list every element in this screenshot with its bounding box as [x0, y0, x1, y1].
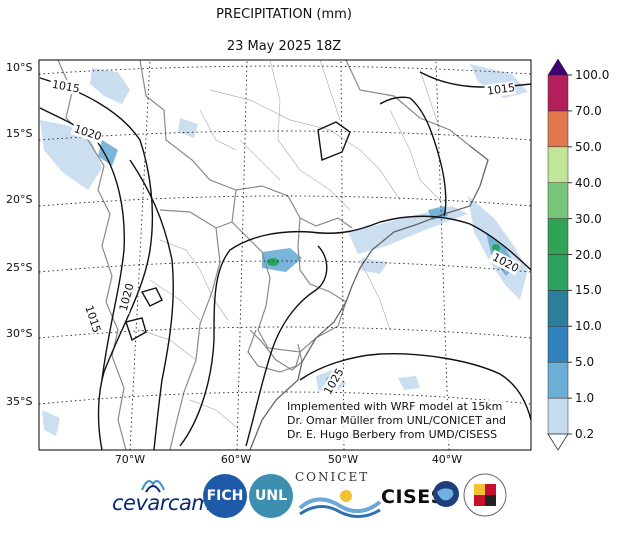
isobar-label: 1015 [486, 81, 516, 98]
map-frame [38, 59, 532, 451]
annotation-line: Implemented with WRF model at 15km [287, 400, 503, 413]
colorbar-label: 40.0 [575, 175, 602, 190]
lat-tick-label: 15°S [6, 127, 32, 140]
lat-tick-label: 35°S [6, 395, 32, 408]
latlon-grid [39, 60, 531, 450]
colorbar-extend-max [547, 58, 569, 76]
isobar-label-bg [116, 281, 137, 315]
colorbar-label: 100.0 [575, 68, 610, 82]
isobar-label-bg [484, 80, 516, 99]
map-subtitle: 23 May 2025 18Z [226, 39, 342, 54]
lat-tick-label: 10°S [6, 61, 32, 74]
precip-patches-intense [267, 244, 500, 266]
isobar-label-bg [70, 121, 104, 144]
latitude-tick-labels: 10°S 15°S 20°S 25°S 30°S 35°S [6, 61, 32, 408]
model-annotation: Implemented with WRF model at 15km Dr. O… [287, 400, 507, 442]
isobar-label-bg [320, 366, 347, 399]
colorbar-segment [547, 146, 569, 183]
colorbar-segment [547, 110, 569, 148]
colorbar-label: 70.0 [575, 103, 602, 118]
isobar-label-bg [488, 249, 522, 276]
lat-tick-label: 25°S [6, 261, 32, 274]
colorbar-segment [547, 218, 569, 255]
isobar-label-bg [49, 77, 81, 96]
isobars [39, 71, 531, 450]
state-borders [139, 60, 441, 431]
colorbar-segment [547, 361, 569, 399]
colorbar-segment [547, 290, 569, 327]
colorbar-label: 15.0 [575, 283, 602, 298]
colorbar-label: 1.0 [575, 391, 595, 406]
colorbar-segment [547, 254, 569, 291]
coastline [249, 145, 489, 450]
lat-tick-label: 30°S [6, 327, 32, 340]
colorbar-segment [547, 182, 569, 219]
lon-tick-label: 40°W [432, 453, 462, 466]
lon-tick-label: 60°W [221, 453, 251, 466]
colorbar-label: 0.2 [575, 427, 595, 441]
colorbar-label: 20.0 [575, 247, 602, 262]
longitude-tick-labels: 70°W 60°W 50°W 40°W [115, 453, 462, 466]
colorbar-label: 10.0 [575, 319, 602, 334]
map-title: PRECIPITATION (mm) [216, 7, 352, 22]
isobar-label: 1015 [51, 78, 81, 96]
colorbar [547, 58, 572, 451]
isobar-label-bg [81, 301, 104, 335]
colorbar-label: 50.0 [575, 139, 602, 154]
colorbar-label: 5.0 [575, 355, 595, 370]
lon-tick-label: 70°W [115, 453, 145, 466]
lat-tick-label: 20°S [6, 193, 32, 206]
lon-tick-label: 50°W [328, 453, 358, 466]
annotation-line: Dr. E. Hugo Berbery from UMD/CISESS [287, 428, 498, 441]
annotation-line: Dr. Omar Müller from UNL/CONICET and [287, 414, 507, 427]
colorbar-segment [547, 397, 569, 435]
colorbar-segment [547, 326, 569, 363]
colorbar-segment [547, 74, 569, 112]
colorbar-label: 30.0 [575, 211, 602, 226]
colorbar-extend-min [547, 433, 569, 451]
